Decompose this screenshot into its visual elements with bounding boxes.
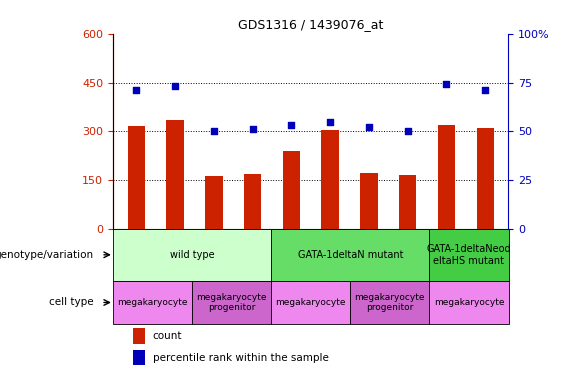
Bar bbox=[128, 126, 145, 229]
Title: GDS1316 / 1439076_at: GDS1316 / 1439076_at bbox=[238, 18, 384, 31]
Text: megakaryocyte
progenitor: megakaryocyte progenitor bbox=[197, 293, 267, 312]
Text: GATA-1deltaN mutant: GATA-1deltaN mutant bbox=[298, 250, 403, 260]
Point bbox=[403, 128, 412, 134]
Bar bbox=[350, 281, 429, 324]
Text: megakaryocyte: megakaryocyte bbox=[434, 298, 504, 307]
Point bbox=[325, 118, 334, 124]
Text: GATA-1deltaNeod
eltaHS mutant: GATA-1deltaNeod eltaHS mutant bbox=[427, 244, 511, 266]
Point bbox=[209, 128, 218, 134]
Bar bbox=[282, 151, 300, 229]
Point bbox=[171, 83, 180, 89]
Bar bbox=[166, 120, 184, 229]
Bar bbox=[133, 350, 145, 365]
Point bbox=[248, 126, 257, 132]
Bar bbox=[321, 130, 339, 229]
Point bbox=[442, 81, 451, 87]
Bar bbox=[205, 176, 223, 229]
Bar bbox=[244, 174, 261, 229]
Text: megakaryocyte: megakaryocyte bbox=[118, 298, 188, 307]
Text: genotype/variation: genotype/variation bbox=[0, 250, 93, 260]
Bar bbox=[271, 281, 350, 324]
Bar bbox=[360, 172, 377, 229]
Text: megakaryocyte
progenitor: megakaryocyte progenitor bbox=[355, 293, 425, 312]
Text: percentile rank within the sample: percentile rank within the sample bbox=[153, 353, 328, 363]
Text: wild type: wild type bbox=[170, 250, 214, 260]
Bar bbox=[113, 229, 271, 281]
Bar bbox=[399, 175, 416, 229]
Bar bbox=[438, 125, 455, 229]
Point bbox=[481, 87, 490, 93]
Bar bbox=[476, 128, 494, 229]
Text: megakaryocyte: megakaryocyte bbox=[276, 298, 346, 307]
Bar bbox=[429, 281, 508, 324]
Bar bbox=[429, 229, 508, 281]
Bar bbox=[192, 281, 271, 324]
Text: count: count bbox=[153, 331, 182, 341]
Point bbox=[364, 124, 373, 130]
Bar bbox=[133, 328, 145, 344]
Bar bbox=[113, 281, 192, 324]
Point bbox=[132, 87, 141, 93]
Text: cell type: cell type bbox=[49, 297, 93, 307]
Bar bbox=[271, 229, 429, 281]
Point bbox=[287, 122, 296, 128]
